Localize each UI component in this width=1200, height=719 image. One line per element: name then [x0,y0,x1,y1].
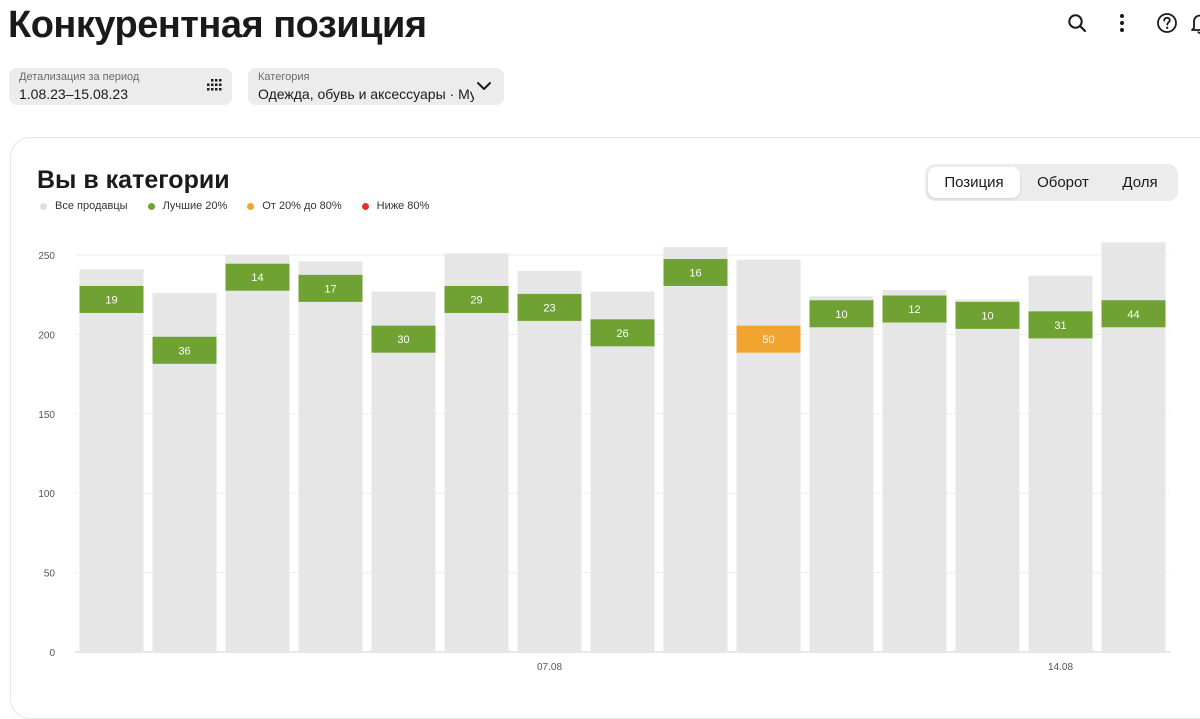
tab-share[interactable]: Доля [1122,174,1158,191]
category-filter-value: Одежда, обувь и аксессуары · Мужская оде… [258,86,474,102]
period-filter-value: 1.08.23–15.08.23 [19,86,128,102]
bar-position-label: 10 [981,310,993,322]
bar-position-label: 17 [324,283,336,295]
bar-position-marker [1028,311,1093,339]
position-chart: 0 50 100 150 200 250 19 36 14 17 30 29 23 26 16 50 10 12 1… [38,242,1170,673]
y-tick-label: 250 [38,251,55,262]
bar-all-sellers [809,296,874,652]
search-icon[interactable] [1064,10,1090,36]
card-title: Вы в категории [37,166,230,194]
bar-position-marker [736,325,801,353]
bar-position-marker [371,325,436,353]
bar-all-sellers [955,299,1020,652]
calendar-grid-icon [206,78,222,97]
chart-legend: Все продавцы Лучшие 20% От 20% до 80% Ни… [40,200,429,212]
bar-position-label: 44 [1127,309,1139,321]
bar-position-label: 29 [470,294,482,306]
category-filter[interactable]: Категория Одежда, обувь и аксессуары · М… [248,68,504,105]
bar-position-label: 19 [105,294,117,306]
period-filter[interactable]: Детализация за период 1.08.23–15.08.23 [9,68,232,105]
bar-position-marker [225,263,290,291]
legend-item-low: Ниже 80% [361,200,430,212]
header-actions [1030,10,1200,40]
y-tick-label: 0 [49,648,55,659]
legend-label-mid: От 20% до 80% [262,200,342,212]
bar-all-sellers [517,270,582,652]
bar-position-label: 14 [251,272,263,284]
bar-position-marker [1101,300,1166,328]
bar-all-sellers [882,289,947,652]
legend-item-all: Все продавцы [40,200,128,212]
legend-dot-low [361,202,369,210]
y-tick-label: 200 [38,330,55,341]
bar-position-label: 31 [1054,320,1066,332]
bell-icon[interactable] [1187,10,1200,36]
legend-label-top20: Лучшие 20% [162,200,228,212]
legend-item-mid: От 20% до 80% [247,200,342,212]
bar-all-sellers [225,255,290,652]
bar-position-marker [955,301,1020,329]
bar-all-sellers [444,253,509,653]
y-tick-label: 100 [38,489,55,500]
legend-item-top20: Лучшие 20% [147,200,228,212]
page-title: Конкурентная позиция [8,4,427,46]
category-filter-label: Категория [258,71,310,83]
bar-position-marker [882,295,947,323]
x-tick-label: 14.08 [1048,662,1073,673]
bar-position-marker [79,285,144,313]
bar-all-sellers [736,259,801,652]
y-tick-label: 50 [44,569,56,580]
tab-turnover[interactable]: Оборот [1037,174,1089,191]
bar-position-marker [590,319,655,347]
more-vertical-icon[interactable] [1109,10,1135,36]
chevron-down-icon [476,79,492,97]
bar-position-marker [298,274,363,302]
legend-dot-mid [247,202,255,210]
legend-label-low: Ниже 80% [376,200,430,212]
bar-position-label: 10 [835,309,847,321]
legend-label-all: Все продавцы [55,200,128,212]
bar-all-sellers [79,269,144,652]
help-icon[interactable] [1154,10,1180,36]
metric-tabs: Позиция Оборот Доля [925,164,1178,201]
bar-position-marker [517,293,582,321]
bar-position-label: 23 [543,302,555,314]
period-filter-label: Детализация за период [19,71,140,83]
bar-position-marker [444,285,509,313]
bar-position-label: 12 [908,304,920,316]
bar-position-label: 26 [616,328,628,340]
bar-position-marker [152,336,217,364]
bar-position-label: 36 [178,345,190,357]
bar-all-sellers [298,261,363,652]
bar-position-label: 16 [689,267,701,279]
bar-all-sellers [590,291,655,652]
x-tick-label: 07.08 [537,662,562,673]
tab-position[interactable]: Позиция [928,167,1020,198]
legend-dot-all [40,202,47,210]
bar-position-marker [663,258,728,286]
legend-dot-top20 [147,202,155,210]
bar-all-sellers [663,247,728,652]
bar-position-label: 30 [397,334,409,346]
bar-position-marker [809,300,874,328]
y-tick-label: 150 [38,410,55,421]
bar-position-label: 50 [762,334,774,346]
